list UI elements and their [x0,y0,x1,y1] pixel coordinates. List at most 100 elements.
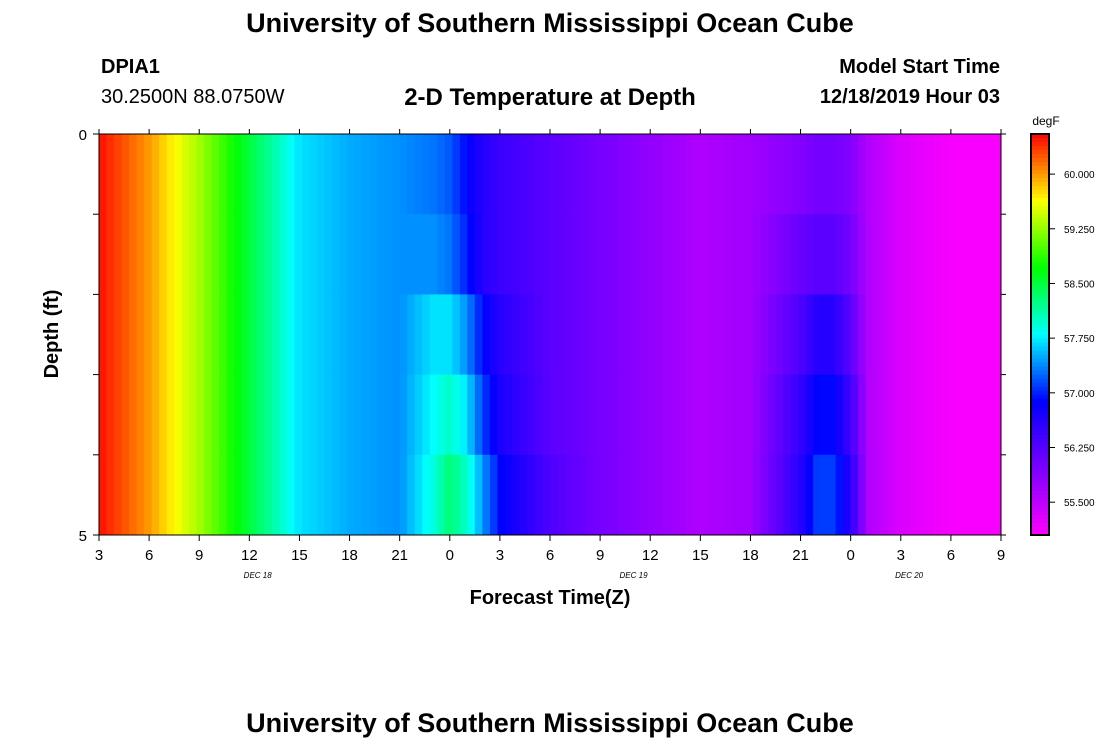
heatmap-cell [918,454,927,535]
colorbar-segment [1031,374,1049,380]
heatmap-cell [527,374,536,456]
heatmap-cell [760,134,769,215]
heatmap-cell [414,214,423,295]
heatmap-cell [955,374,965,456]
heatmap-cell [211,214,220,295]
heatmap-cell [369,134,378,215]
heatmap-cell [993,374,1001,456]
heatmap-cell [662,134,671,215]
heatmap-cell [429,294,438,376]
colorbar-segment [1031,310,1049,316]
heatmap-cell [625,374,634,456]
footer-title: University of Southern Mississippi Ocean… [246,708,854,738]
heatmap-cell [144,294,153,376]
heatmap-cell [692,134,701,215]
heatmap-cell [332,134,341,215]
x-tick-label: 12 [241,547,258,564]
heatmap-cell [602,294,611,376]
heatmap-cell [159,214,168,295]
heatmap-cell [640,374,649,456]
heatmap-cell [324,214,333,295]
heatmap-cell [775,454,784,535]
heatmap-cell [249,374,258,456]
heatmap-cell [121,454,130,535]
colorbar-segment [1031,346,1049,352]
heatmap-cell [309,294,318,376]
heatmap-cell [783,374,792,456]
heatmap-cell [467,134,476,215]
heatmap-cell [354,374,363,456]
colorbar-tick-label: 56.250 [1064,444,1095,455]
colorbar-segment [1031,358,1049,364]
heatmap-cell [407,134,416,215]
heatmap-cell [286,294,296,376]
heatmap-cell [737,294,747,376]
heatmap-cell [940,134,949,215]
heatmap-cell [384,374,393,456]
heatmap-cell [407,294,416,376]
heatmap-cell [422,374,431,456]
colorbar-segment [1031,146,1049,151]
heatmap-cell [332,214,341,295]
heatmap-cell [625,214,634,295]
heatmap-cell [264,214,273,295]
heatmap-cell [332,454,341,535]
heatmap-cell [993,134,1001,215]
heatmap-cell [580,294,589,376]
heatmap-cell [174,134,183,215]
heatmap-cell [963,294,972,376]
heatmap-cell [279,374,288,456]
heatmap-cell [399,214,408,295]
heatmap-cell [99,134,108,215]
heatmap-cell [369,454,378,535]
heatmap-cell [775,374,784,456]
heatmap-cell [820,454,829,535]
colorbar-segment [1031,342,1049,348]
heatmap-cell [655,374,664,456]
heatmap-cell [737,214,747,295]
colorbar-segment [1031,294,1049,300]
heatmap-cell [151,134,160,215]
colorbar-segment [1031,510,1049,516]
heatmap-cell [790,374,799,456]
heatmap-cell [106,374,115,456]
heatmap-cell [587,374,596,456]
heatmap-cell [166,134,175,215]
heatmap-cell [700,374,709,456]
heatmap-cell [497,134,506,215]
colorbar-segment [1031,198,1049,203]
heatmap-cell [978,214,987,295]
heatmap-cell [873,454,882,535]
x-tick-label: 18 [742,547,759,564]
heatmap-cell [114,294,123,376]
heatmap-cell [286,374,296,456]
heatmap-cells [99,134,1001,535]
colorbar-segment [1031,178,1049,183]
heatmap-cell [948,294,957,376]
heatmap-cell [692,374,701,456]
heatmap-cell [399,454,408,535]
heatmap-cell [655,454,664,535]
x-tick-label: 0 [446,547,454,564]
colorbar-segment [1031,334,1049,340]
heatmap-cell [377,454,386,535]
heatmap-cell [617,134,626,215]
heatmap-cell [452,454,461,535]
colorbar-segment [1031,278,1049,283]
heatmap-cell [211,134,220,215]
heatmap-cell [151,374,160,456]
colorbar-segment [1031,138,1049,143]
heatmap-cell [234,214,243,295]
heatmap-cell [587,294,596,376]
colorbar-segment [1031,318,1049,324]
colorbar-segment [1031,246,1049,251]
heatmap-cell [256,374,265,456]
heatmap-cell [204,134,213,215]
heatmap-cell [377,294,386,376]
colorbar-segment [1031,498,1049,504]
heatmap-cell [895,374,904,456]
heatmap-cell [136,214,145,295]
heatmap-cell [655,294,664,376]
heatmap-cell [813,374,822,456]
heatmap-cell [332,374,341,456]
